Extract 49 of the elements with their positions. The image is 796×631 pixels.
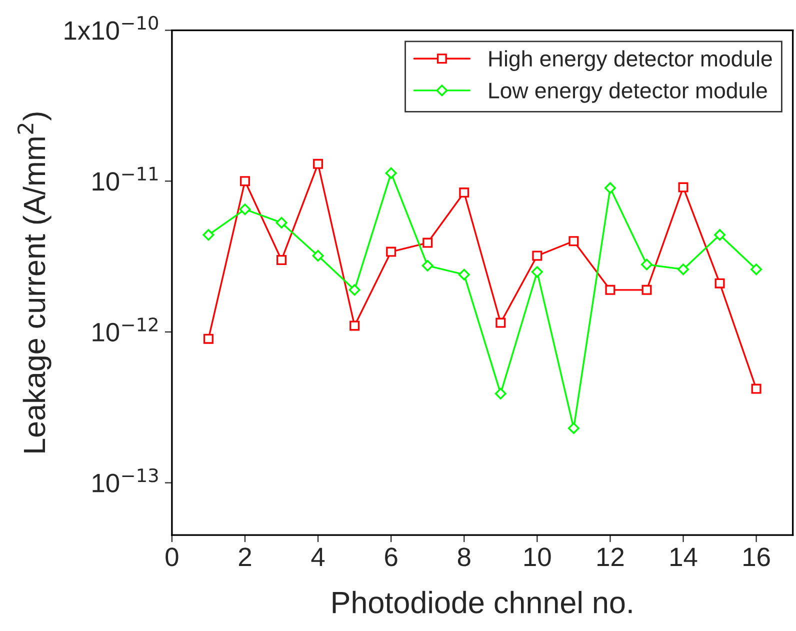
x-tick-label: 16 xyxy=(744,548,770,566)
point xyxy=(348,284,360,296)
point xyxy=(239,204,251,216)
point xyxy=(494,388,506,400)
y-axis-title: Leakage current (A/mm$^{2}$) xyxy=(17,112,52,452)
point xyxy=(202,229,214,241)
point xyxy=(640,258,652,270)
legend-label: High energy detector module xyxy=(489,50,772,72)
x-tick-label: 10 xyxy=(524,548,551,566)
x-tick-label: 14 xyxy=(670,548,698,566)
x-tick-label: 2 xyxy=(238,548,251,566)
point xyxy=(531,266,543,278)
point xyxy=(568,422,580,434)
point xyxy=(458,268,470,280)
y-tick-label: 10$^{−12}$ xyxy=(92,318,158,342)
point xyxy=(276,216,288,228)
point xyxy=(422,238,433,248)
point xyxy=(240,176,250,186)
point xyxy=(313,158,324,169)
point xyxy=(604,182,616,194)
point xyxy=(532,250,542,261)
point xyxy=(751,384,762,394)
x-axis-title: Photodiode chnnel no. xyxy=(332,590,632,614)
point xyxy=(714,278,725,288)
y-tick-label: 1x10$^{−10}$ xyxy=(64,16,158,40)
x-tick-label: 4 xyxy=(311,548,325,566)
point xyxy=(568,236,579,246)
x-tick-label: 6 xyxy=(385,548,398,566)
point xyxy=(642,284,652,295)
point xyxy=(422,260,434,272)
x-tick-label: 12 xyxy=(598,548,624,566)
point xyxy=(678,182,688,192)
point xyxy=(350,320,360,331)
legend-label: Low energy detector module xyxy=(489,82,767,103)
point xyxy=(750,264,762,276)
point xyxy=(605,284,616,295)
x-tick-label: 0 xyxy=(166,548,178,566)
y-tick-label: 10$^{−11}$ xyxy=(92,166,158,191)
point xyxy=(276,254,287,265)
x-tick-label: 8 xyxy=(458,548,470,566)
point xyxy=(714,229,726,241)
point xyxy=(385,167,397,179)
point xyxy=(496,318,506,328)
point xyxy=(678,264,689,276)
y-tick-label: 10$^{−13}$ xyxy=(92,468,158,492)
point xyxy=(312,250,324,262)
point xyxy=(203,334,214,344)
point xyxy=(386,246,396,257)
point xyxy=(459,188,470,198)
